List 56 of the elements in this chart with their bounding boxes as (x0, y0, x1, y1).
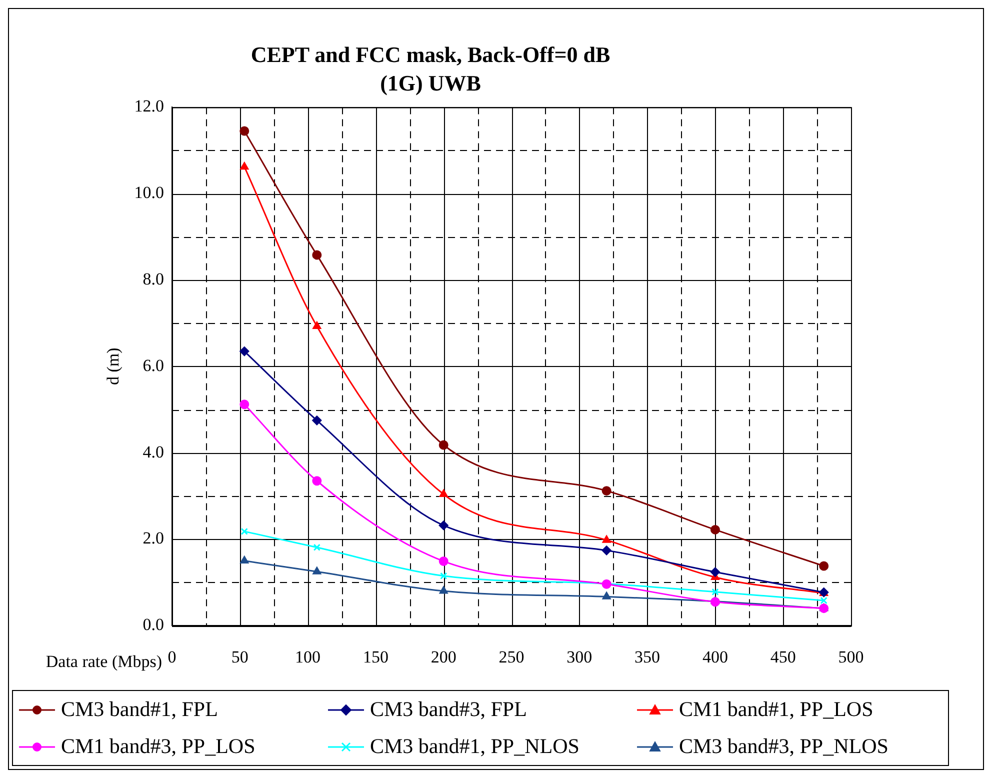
y-tick-label: 12.0 (134, 96, 164, 116)
point (819, 561, 829, 571)
x-tick-label: 100 (295, 647, 321, 666)
point (439, 586, 448, 594)
point (240, 126, 250, 136)
text: (1G) UWB (380, 70, 481, 96)
point (710, 567, 720, 577)
y-tick-label: 10.0 (134, 183, 164, 202)
point (312, 321, 322, 329)
x-tick-label: 400 (702, 647, 728, 666)
x-tick-label: 50 (231, 647, 248, 666)
point (312, 250, 322, 260)
point (712, 588, 719, 596)
y-tick-label: 8.0 (142, 269, 164, 288)
point (602, 546, 612, 556)
legend-label: CM1 band#3, PP_LOS (61, 734, 256, 759)
point (240, 162, 249, 170)
x-tick-label: 150 (362, 647, 388, 666)
legend-label: CM1 band#1, PP_LOS (679, 697, 874, 722)
point (312, 566, 322, 574)
x-axis-title: Data rate (Mbps) (46, 652, 162, 672)
point (313, 544, 320, 551)
point (440, 572, 448, 580)
x-tick-label: 500 (838, 647, 864, 666)
point (240, 528, 248, 536)
y-tick-label: 2.0 (142, 528, 164, 548)
point (438, 440, 448, 450)
legend-label: CM3 band#1, PP_NLOS (370, 734, 580, 759)
point (710, 597, 720, 607)
point (240, 556, 249, 564)
legend-label: CM3 band#1, FPL (61, 697, 218, 722)
x-tick-label: 450 (770, 647, 796, 666)
x-tick-label: 350 (634, 647, 660, 666)
point (820, 596, 828, 604)
point (602, 486, 612, 496)
x-tick-label: 200 (430, 647, 456, 666)
legend-label: CM3 band#3, PP_NLOS (679, 734, 888, 759)
point (710, 524, 720, 534)
point (240, 346, 250, 356)
point (602, 592, 611, 600)
point (439, 490, 448, 498)
point (438, 520, 448, 530)
legend-label: CM3 band#3, FPL (370, 697, 527, 722)
text: CEPT and FCC mask, Back-Off=0 dB (250, 42, 610, 67)
point (602, 535, 611, 543)
x-tick-label: 0 (168, 647, 176, 666)
point (240, 400, 250, 410)
y-tick-label: 4.0 (142, 442, 164, 462)
y-tick-label: 0.0 (142, 615, 164, 634)
y-tick-label: 6.0 (142, 356, 164, 375)
point (312, 416, 322, 426)
point (438, 556, 448, 566)
x-tick-label: 250 (498, 647, 524, 666)
point (312, 476, 322, 486)
y-axis-title: d (m) (103, 348, 122, 386)
x-tick-label: 300 (566, 647, 592, 666)
